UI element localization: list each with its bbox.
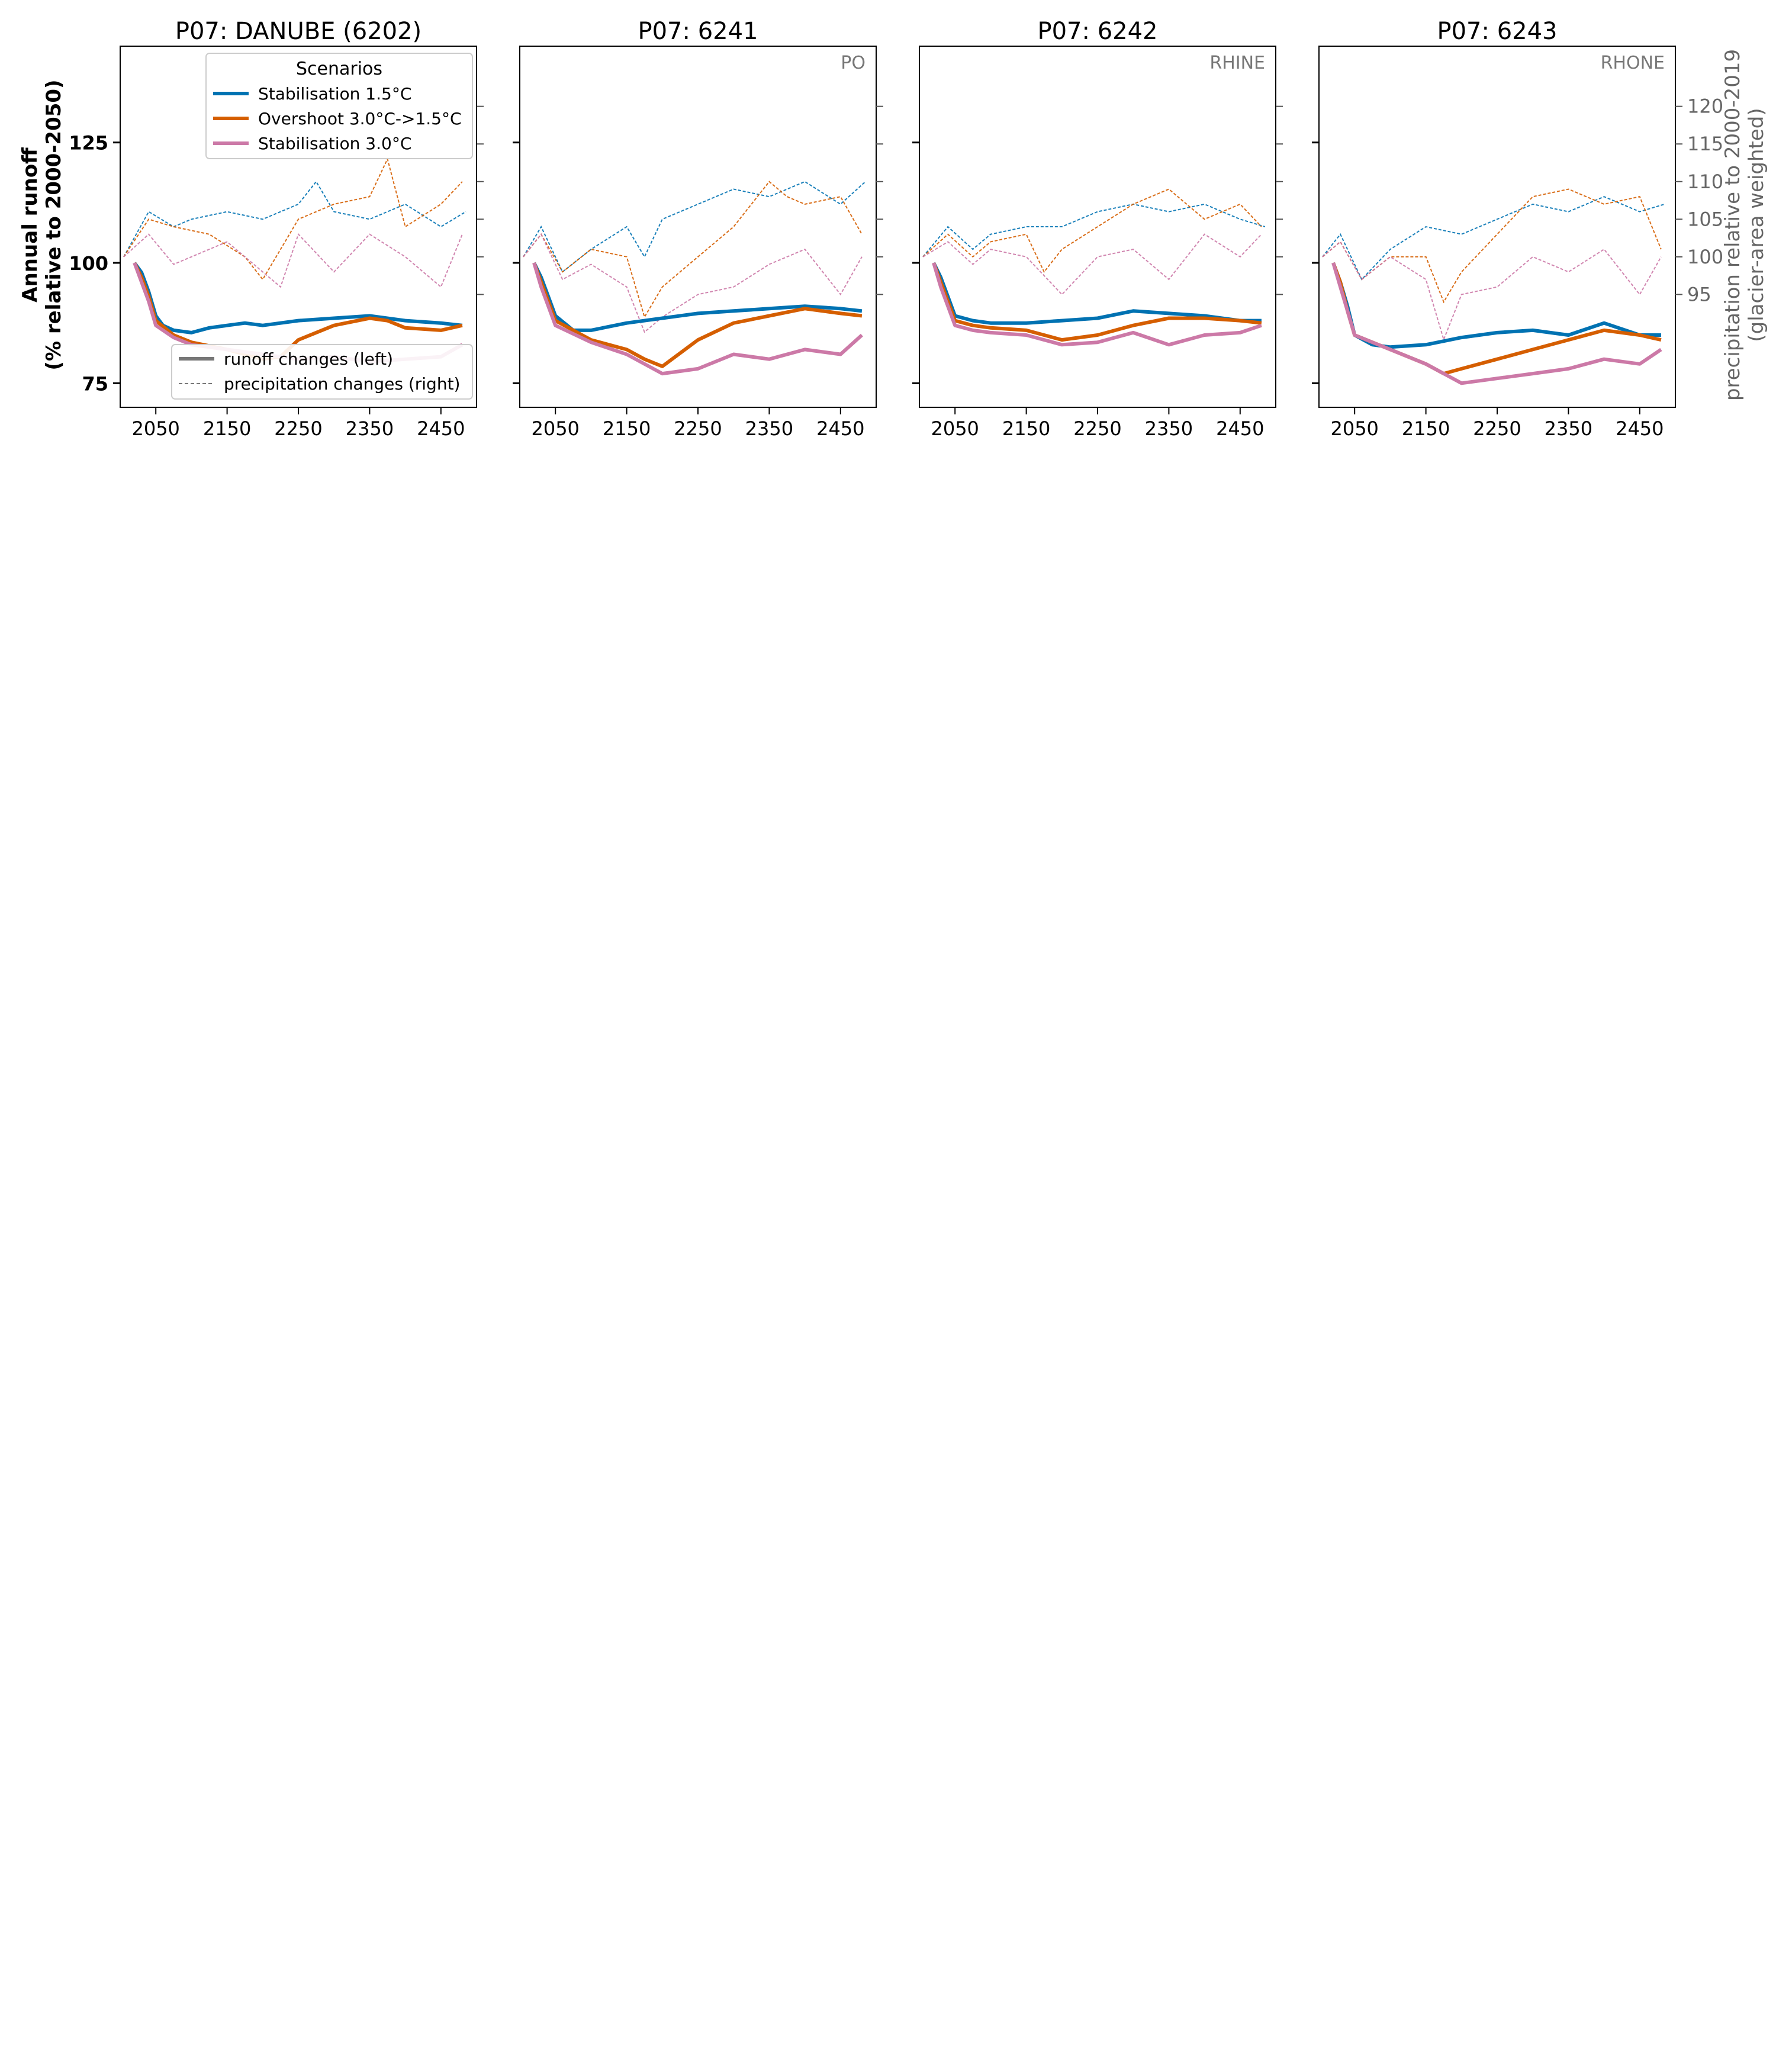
precip-line [123,181,466,258]
runoff-line [1331,262,1662,376]
legend-entry: Stabilisation 1.5°C [258,84,411,104]
precip-line [1322,240,1662,342]
legend-entry: Overshoot 3.0°C->1.5°C [258,109,462,128]
x-tick-label: 2050 [1330,417,1378,440]
x-tick-label: 2350 [1145,417,1193,440]
right-y-tick-label: 120 [1687,95,1723,118]
x-tick-label: 2150 [603,417,651,440]
precip-line [523,233,863,333]
x-tick-label: 2450 [1216,417,1264,440]
precip-line [523,181,866,273]
panel-title: P07: 6242 [1037,18,1157,45]
panel-title: P07: 6241 [638,18,758,45]
runoff-line [133,262,463,334]
panel-title: P07: DANUBE (6202) [175,18,422,45]
precip-line [1322,196,1665,281]
x-tick-label: 2050 [131,417,179,440]
x-tick-label: 2150 [1002,417,1050,440]
precip-line [1322,188,1662,304]
x-tick-label: 2350 [346,417,394,440]
x-tick-label: 2350 [1545,417,1592,440]
x-tick-label: 2250 [274,417,322,440]
panel-title: P07: 6243 [1437,18,1557,45]
left-y-tick-label: 125 [69,132,108,155]
left-axis-label-line-1: Annual runoff [18,147,42,303]
x-tick-label: 2450 [1616,417,1664,440]
right-y-tick-label: 100 [1687,246,1723,268]
x-tick-label: 2050 [531,417,579,440]
runoff-line [532,262,863,332]
right-y-tick-label: 110 [1687,170,1723,193]
left-y-tick-label: 75 [82,372,108,395]
precip-line [123,233,463,288]
x-tick-label: 2450 [417,417,465,440]
panel-3: P07: 6242 RHINE 2050 2150 2250 2350 2450 [912,18,1283,440]
x-tick-label: 2450 [816,417,864,440]
precip-line [523,181,863,318]
runoff-line [932,262,1262,325]
x-tick-label: 2250 [1073,417,1121,440]
x-tick-label: 2250 [674,417,722,440]
x-tick-label: 2150 [203,417,251,440]
legend-entry: Stabilisation 3.0°C [258,134,411,153]
panel-annotation: PO [841,53,866,73]
right-axis-label-line-1: precipitation relative to 2000-2019 [1721,49,1745,401]
style-legend-entry: runoff changes (left) [224,349,393,369]
panel-2: P07: 6241 PO 2050 2150 2250 2350 2450 [513,18,883,440]
runoff-line [932,262,1262,347]
panel-annotation: RHINE [1209,53,1265,73]
precip-line [922,203,1266,258]
legend-title: Scenarios [296,59,382,79]
left-axis-label: Annual runoff (% relative to 2000-2050) [18,79,66,370]
left-axis-label-line-2: (% relative to 2000-2050) [42,79,66,370]
runoff-line [1331,262,1662,385]
right-y-tick-label: 95 [1687,283,1711,305]
x-tick-label: 2150 [1402,417,1450,440]
runoff-line [532,262,863,376]
style-legend-entry: precipitation changes (right) [224,374,460,394]
precip-line [922,188,1262,274]
x-tick-label: 2250 [1473,417,1521,440]
legend-box [205,53,473,159]
left-y-tick-label: 100 [69,252,108,275]
right-y-tick-label: 115 [1687,133,1723,155]
panel-annotation: RHONE [1601,53,1665,73]
panel-4: P07: 6243 RHONE 2050 2150 2250 2350 2450 95 100 1… [1312,18,1723,440]
precip-line [123,157,463,281]
runoff-line [1331,262,1661,349]
legend: Scenarios Stabilisation 1.5°C Overshoot 3.… [171,53,473,400]
plot-frame [1318,46,1676,408]
runoff-line [932,262,1262,342]
style-legend-box [171,344,473,400]
right-y-tick-label: 105 [1687,208,1723,230]
x-tick-label: 2050 [931,417,979,440]
precip-line [922,233,1262,295]
right-axis-label: precipitation relative to 2000-2019 (gla… [1721,49,1768,401]
x-tick-label: 2350 [745,417,793,440]
right-axis-label-line-2: (glacier-area weighted) [1745,108,1768,342]
